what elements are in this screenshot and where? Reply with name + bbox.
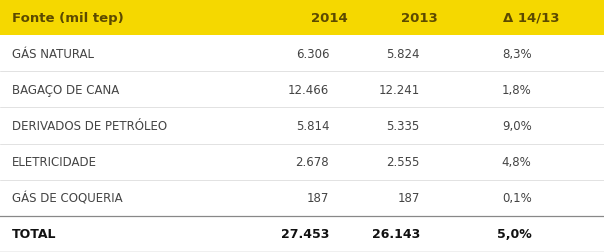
Text: 1,8%: 1,8%: [502, 83, 532, 97]
Text: Fonte (mil tep): Fonte (mil tep): [12, 12, 124, 24]
Text: 187: 187: [307, 192, 329, 204]
Text: 9,0%: 9,0%: [502, 119, 532, 133]
Text: 27.453: 27.453: [281, 228, 329, 240]
Text: 2.555: 2.555: [387, 155, 420, 169]
Text: DERIVADOS DE PETRÓLEO: DERIVADOS DE PETRÓLEO: [12, 119, 167, 133]
Text: 187: 187: [397, 192, 420, 204]
Bar: [0, 144, 604, 180]
Bar: [0, 0, 604, 36]
Text: Δ 14/13: Δ 14/13: [503, 12, 560, 24]
Bar: [0, 216, 604, 252]
Text: 2.678: 2.678: [295, 155, 329, 169]
Text: 2013: 2013: [402, 12, 438, 24]
Text: 0,1%: 0,1%: [502, 192, 532, 204]
Text: 12.241: 12.241: [379, 83, 420, 97]
Text: 5.814: 5.814: [296, 119, 329, 133]
Text: ELETRICIDADE: ELETRICIDADE: [12, 155, 97, 169]
Text: 8,3%: 8,3%: [502, 48, 532, 60]
Bar: [0, 180, 604, 216]
Text: 5.824: 5.824: [387, 48, 420, 60]
Text: 6.306: 6.306: [296, 48, 329, 60]
Text: 5,0%: 5,0%: [496, 228, 532, 240]
Bar: [0, 36, 604, 72]
Text: GÁS NATURAL: GÁS NATURAL: [12, 48, 94, 60]
Text: GÁS DE COQUERIA: GÁS DE COQUERIA: [12, 192, 123, 204]
Text: BAGAÇO DE CANA: BAGAÇO DE CANA: [12, 83, 120, 97]
Text: TOTAL: TOTAL: [12, 228, 57, 240]
Text: 12.466: 12.466: [288, 83, 329, 97]
Bar: [0, 108, 604, 144]
Text: 26.143: 26.143: [371, 228, 420, 240]
Bar: [0, 72, 604, 108]
Text: 4,8%: 4,8%: [502, 155, 532, 169]
Text: 2014: 2014: [311, 12, 347, 24]
Text: 5.335: 5.335: [387, 119, 420, 133]
